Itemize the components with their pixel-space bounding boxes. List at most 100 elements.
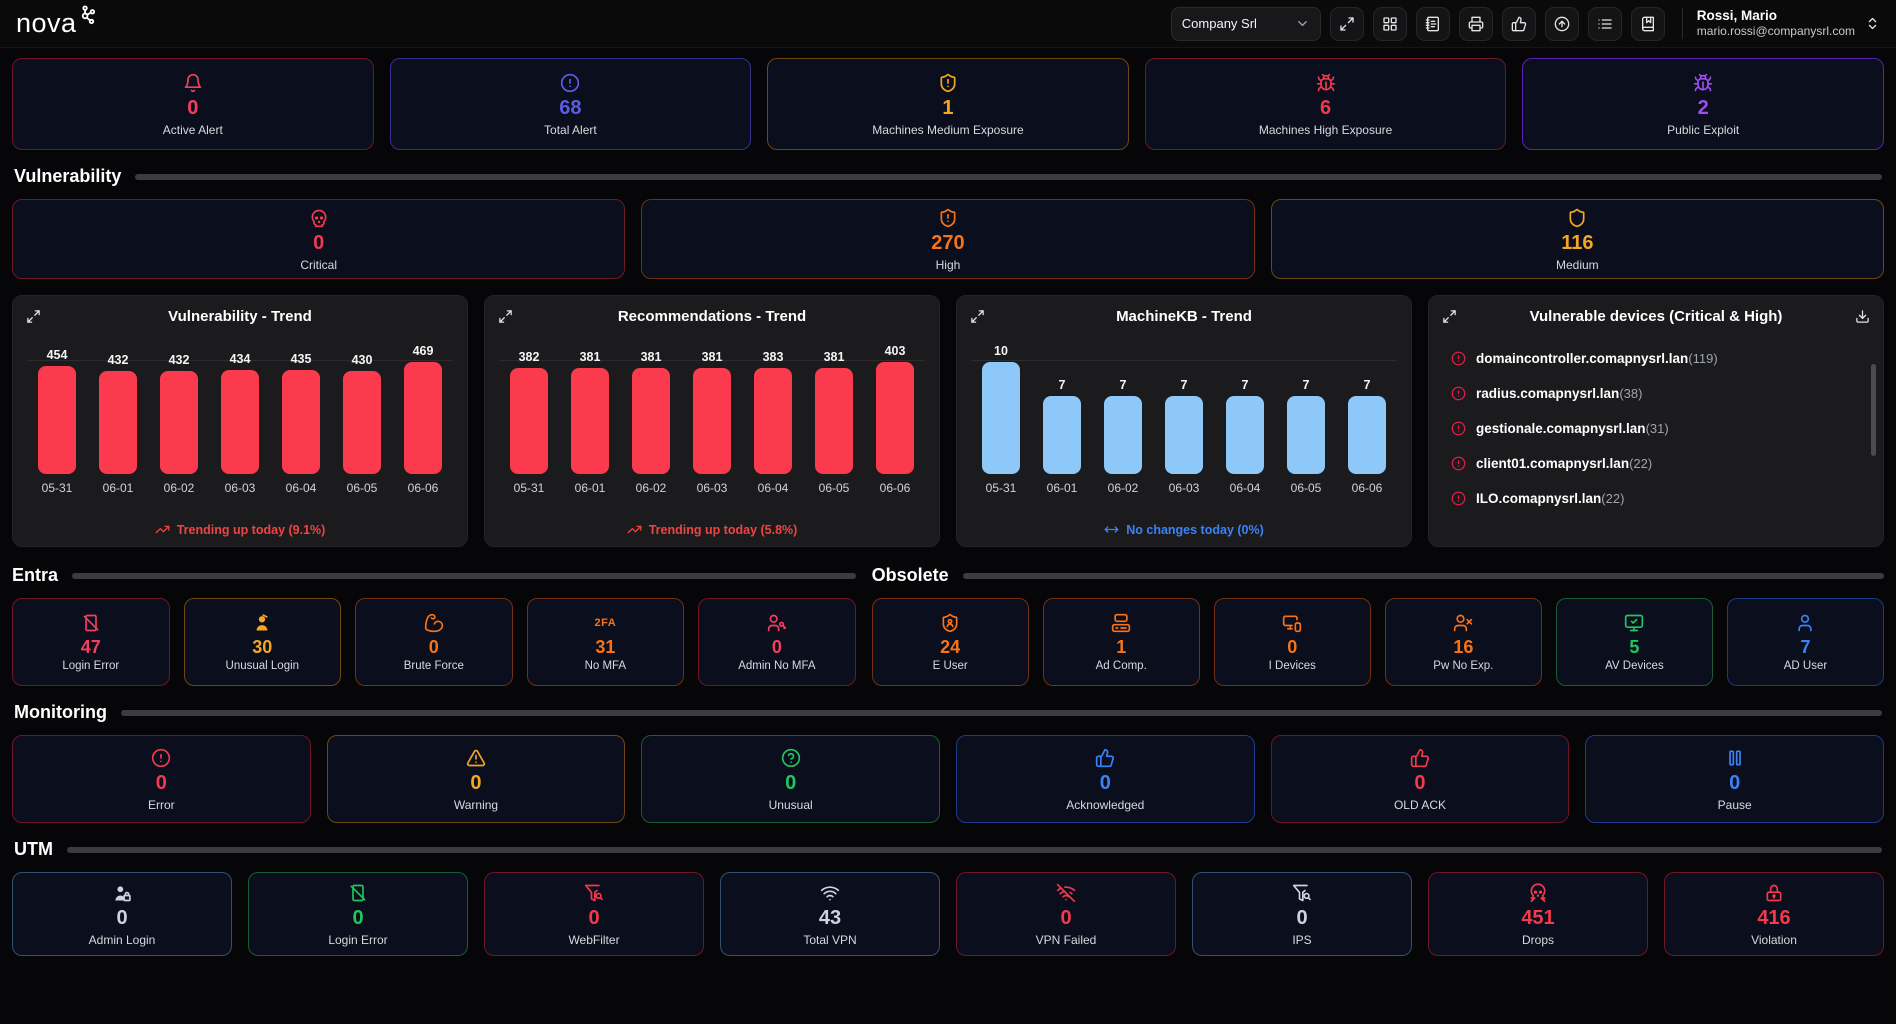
toolbar-expand-button[interactable] [1329, 6, 1364, 41]
toolbar-printer-button[interactable] [1458, 6, 1493, 41]
vulnerable-device-item[interactable]: ILO.comapnysrl.lan(22) [1451, 481, 1865, 516]
bar-value-label: 7 [1363, 378, 1371, 392]
stat-label: Total VPN [803, 932, 857, 947]
stat-card-no-mfa[interactable]: 2FA 31 No MFA [526, 598, 685, 686]
user-menu[interactable]: Rossi, Mario mario.rossi@companysrl.com [1681, 7, 1880, 40]
stat-label: Critical [300, 257, 337, 272]
stat-value: 1 [942, 96, 954, 119]
toolbar-list-button[interactable] [1587, 6, 1622, 41]
stat-card-machines-medium-exposure[interactable]: 1 Machines Medium Exposure [767, 58, 1129, 150]
expand-icon[interactable] [498, 309, 513, 324]
stat-card-ad-comp[interactable]: 1 Ad Comp. [1042, 598, 1200, 686]
expand-icon[interactable] [26, 309, 41, 324]
stat-card-warning[interactable]: 0 Warning [326, 735, 626, 823]
stat-card-brute-force[interactable]: 0 Brute Force [355, 598, 513, 686]
bar-value-label: 469 [412, 344, 434, 358]
bar-value-label: 430 [351, 353, 373, 367]
stat-card-high[interactable]: 270 High [641, 199, 1255, 279]
stat-card-total-alert[interactable]: 68 Total Alert [389, 58, 752, 150]
toolbar-notebook-button[interactable] [1415, 6, 1450, 41]
alert-triangle-icon [466, 747, 486, 769]
stat-card-e-user[interactable]: 24 E User [871, 598, 1029, 686]
wifi-icon [820, 882, 840, 904]
stat-card-drops[interactable]: 451 Drops [1428, 872, 1648, 956]
bar-value-label: 434 [229, 352, 251, 366]
bar-value-label: 383 [762, 350, 784, 364]
bar-value-label: 381 [823, 350, 845, 364]
toolbar-circle-arrow-up-button[interactable] [1544, 6, 1579, 41]
expand-icon[interactable] [970, 309, 985, 324]
chart-title: MachineKB - Trend [1116, 308, 1252, 325]
stat-card-login-error[interactable]: 0 Login Error [248, 872, 468, 956]
bar-column: 381 06-05 [814, 339, 854, 495]
stat-card-pw-no-exp[interactable]: 16 Pw No Exp. [1384, 598, 1542, 686]
stat-label: Acknowledged [1066, 797, 1145, 812]
stat-card-acknowledged[interactable]: 0 Acknowledged [955, 735, 1255, 823]
grid-icon [1382, 16, 1398, 32]
stat-value: 43 [818, 906, 842, 929]
bar [1287, 396, 1325, 474]
stat-value: 5 [1629, 636, 1640, 657]
stat-card-unusual[interactable]: 0 Unusual [641, 735, 940, 823]
vulnerable-device-item[interactable]: client01.comapnysrl.lan(22) [1451, 446, 1865, 481]
stat-value: 116 [1561, 231, 1594, 254]
stat-card-login-error[interactable]: 47 Login Error [12, 598, 170, 686]
bar-column: 381 06-01 [570, 339, 610, 495]
download-icon[interactable] [1855, 309, 1870, 324]
stat-card-public-exploit[interactable]: 2 Public Exploit [1522, 58, 1884, 150]
stat-label: Pw No Exp. [1433, 660, 1494, 673]
bar-chart: 382 05-31 381 06-01 381 06-02 381 06-03 … [485, 339, 939, 495]
trending-up-icon [155, 522, 170, 537]
stat-card-medium[interactable]: 116 Medium [1270, 199, 1884, 279]
stat-card-violation[interactable]: 416 Violation [1664, 872, 1884, 956]
login-slash-icon [348, 882, 368, 904]
stat-card-webfilter[interactable]: 0 WebFilter [484, 872, 704, 956]
vulnerable-device-item[interactable]: gestionale.comapnysrl.lan(31) [1451, 411, 1865, 446]
stat-value: 416 [1757, 906, 1791, 929]
charts-row: Vulnerability - Trend 454 05-31 432 06-0… [12, 295, 1884, 547]
vulnerable-device-item[interactable]: domaincontroller.comapnysrl.lan(119) [1451, 341, 1865, 376]
toolbar-thumbs-up-button[interactable] [1501, 6, 1536, 41]
stat-label: High [935, 257, 961, 272]
thumbs-up-icon [1511, 16, 1527, 32]
stat-card-active-alert[interactable]: 0 Active Alert [12, 58, 374, 150]
bar-category-label: 06-04 [757, 481, 789, 495]
stat-value: 24 [940, 636, 961, 657]
stat-card-unusual-login[interactable]: 30 Unusual Login [183, 598, 342, 686]
stat-card-i-devices[interactable]: 0 I Devices [1213, 598, 1371, 686]
chart-panel-recommendations-trend: Recommendations - Trend 382 05-31 381 06… [484, 295, 940, 547]
monitoring-cards-row: 0 Error 0 Warning 0 Unusual 0 Acknowledg… [12, 735, 1884, 823]
bar [982, 362, 1020, 474]
scrollbar-thumb[interactable] [1871, 364, 1876, 456]
bar-category-label: 06-04 [285, 481, 317, 495]
toolbar-grid-button[interactable] [1372, 6, 1407, 41]
stat-label: Active Alert [162, 122, 223, 137]
chart-trend-footer: No changes today (0%) [957, 522, 1411, 537]
bar-category-label: 06-02 [163, 481, 195, 495]
trend-text: Trending up today (5.8%) [648, 522, 798, 537]
stat-card-pause[interactable]: 0 Pause [1585, 735, 1884, 823]
stat-card-critical[interactable]: 0 Critical [12, 199, 626, 279]
stat-card-ad-user[interactable]: 7 AD User [1726, 598, 1884, 686]
company-select[interactable]: Company Srl [1170, 6, 1321, 41]
stat-card-old-ack[interactable]: 0 OLD ACK [1270, 735, 1570, 823]
user-alert-icon [252, 612, 272, 634]
toolbar-book-button[interactable] [1630, 6, 1665, 41]
vulnerable-device-item[interactable]: radius.comapnysrl.lan(38) [1451, 376, 1865, 411]
chart-panel-vulnerability-trend: Vulnerability - Trend 454 05-31 432 06-0… [12, 295, 468, 547]
stat-card-av-devices[interactable]: 5 AV Devices [1555, 598, 1713, 686]
stat-card-total-vpn[interactable]: 43 Total VPN [720, 872, 940, 956]
stat-card-admin-no-mfa[interactable]: 0 Admin No MFA [698, 598, 856, 686]
stat-card-error[interactable]: 0 Error [12, 735, 311, 823]
section-title: Monitoring [14, 702, 107, 722]
bar-column: 434 06-03 [220, 339, 260, 495]
bar-category-label: 06-02 [1107, 481, 1139, 495]
expand-icon[interactable] [1442, 309, 1457, 324]
bar-value-label: 432 [107, 353, 129, 367]
biceps-icon [424, 612, 444, 634]
bar-column: 454 05-31 [37, 339, 77, 495]
stat-card-machines-high-exposure[interactable]: 6 Machines High Exposure [1144, 58, 1507, 150]
stat-card-ips[interactable]: 0 IPS [1192, 872, 1412, 956]
stat-card-admin-login[interactable]: 0 Admin Login [12, 872, 232, 956]
stat-card-vpn-failed[interactable]: 0 VPN Failed [956, 872, 1176, 956]
